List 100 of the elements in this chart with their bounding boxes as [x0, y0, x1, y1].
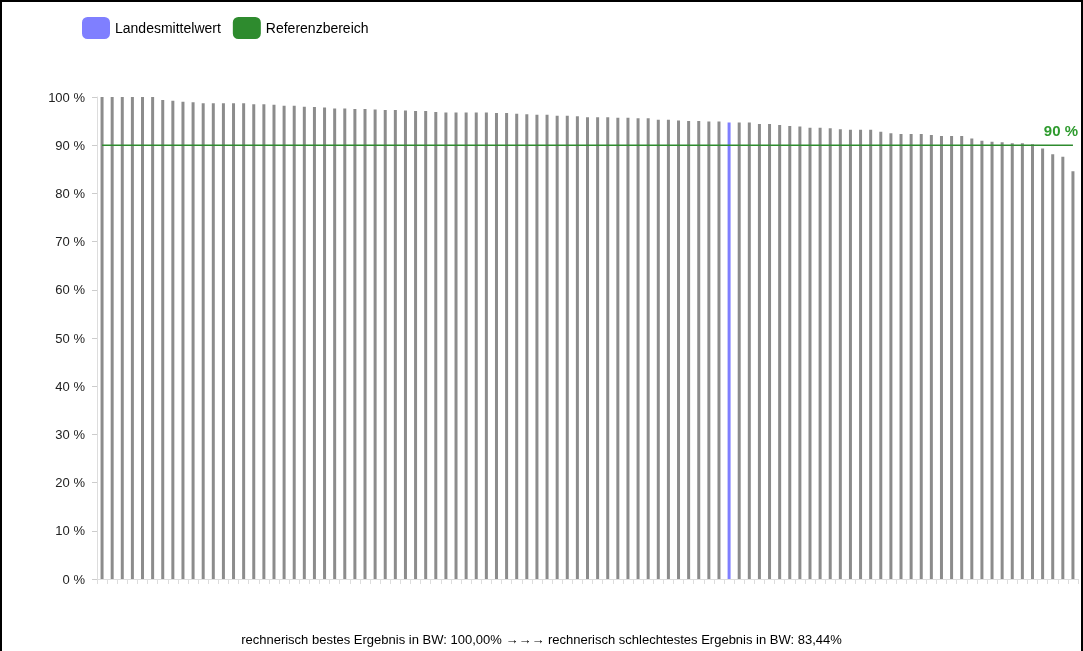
bar — [171, 100, 175, 579]
bar — [737, 122, 741, 579]
bar — [1020, 143, 1024, 579]
bar — [434, 111, 438, 579]
bar — [939, 136, 943, 579]
bar — [666, 119, 670, 579]
bar — [454, 112, 458, 579]
bar — [262, 104, 266, 579]
bar — [232, 103, 236, 579]
bar — [818, 127, 822, 579]
bar — [848, 129, 852, 579]
bar — [1030, 144, 1034, 579]
bar — [646, 118, 650, 579]
y-tick-label: 90 % — [55, 137, 86, 153]
bar — [798, 126, 802, 579]
bar — [545, 114, 549, 579]
bar — [383, 110, 387, 579]
bar — [677, 120, 681, 579]
bar — [768, 123, 772, 579]
bar — [221, 103, 225, 579]
bar — [899, 134, 903, 579]
bar — [130, 97, 134, 579]
y-tick-label: 20 % — [55, 475, 86, 491]
bar — [191, 102, 195, 579]
text: rechnerisch bestes Ergebnis in BW: 100,00% →→→ rechnerisch schlechtestes Ergebnis in BW: 83,44% — [241, 632, 843, 647]
y-tick-label: 70 % — [55, 234, 86, 250]
bar — [879, 131, 883, 579]
bar — [869, 129, 873, 579]
bar — [484, 112, 488, 579]
bar — [970, 138, 974, 579]
bar — [323, 107, 327, 579]
bar — [343, 108, 347, 579]
bar — [1010, 143, 1014, 579]
y-tick-label: 60 % — [55, 282, 86, 298]
bar — [606, 117, 610, 579]
bar — [363, 109, 367, 579]
bar — [788, 125, 792, 579]
bar — [575, 116, 579, 579]
bar — [414, 110, 418, 579]
bar — [181, 101, 185, 579]
bar — [778, 124, 782, 579]
bar — [838, 129, 842, 579]
bar — [656, 119, 660, 579]
bar — [960, 136, 964, 579]
bar — [707, 121, 711, 579]
bar — [1000, 142, 1004, 579]
bar — [302, 106, 306, 579]
y-tick-label: 10 % — [55, 523, 86, 539]
bar — [859, 129, 863, 579]
bar — [636, 118, 640, 579]
bar — [151, 97, 155, 579]
bar — [980, 140, 984, 579]
bar — [403, 110, 407, 579]
bar — [828, 128, 832, 579]
y-tick-label: 80 % — [55, 185, 86, 201]
bar — [596, 117, 600, 579]
bar — [444, 112, 448, 579]
bar — [1071, 171, 1075, 579]
bar — [494, 112, 498, 579]
bar — [929, 135, 933, 579]
bar — [474, 112, 478, 579]
bar — [252, 104, 256, 579]
legend-label: Landesmittelwert — [115, 20, 221, 36]
bar — [586, 117, 589, 579]
y-tick-label: 100 % — [48, 89, 86, 105]
bar — [353, 109, 357, 579]
bar — [292, 105, 296, 579]
bar — [1051, 154, 1055, 579]
bar — [242, 103, 246, 579]
y-tick-label: 0 % — [62, 571, 86, 587]
bar — [333, 108, 337, 579]
bar — [272, 104, 276, 579]
bar — [919, 134, 923, 579]
bar — [515, 113, 519, 579]
bar — [110, 97, 114, 579]
bar — [201, 103, 205, 579]
bar — [373, 109, 377, 579]
bar — [808, 127, 812, 579]
bar — [282, 105, 286, 579]
bar — [616, 117, 620, 579]
annotation: 90 % — [1043, 122, 1079, 140]
bar — [747, 122, 751, 579]
bar — [757, 123, 761, 579]
bar — [555, 115, 559, 579]
bar — [1061, 156, 1065, 579]
bar — [909, 134, 913, 579]
bar — [525, 114, 529, 579]
y-tick-label: 30 % — [55, 426, 86, 442]
bar — [211, 103, 215, 579]
bar — [535, 114, 539, 579]
bar — [141, 97, 145, 579]
bar — [464, 112, 468, 579]
bar — [424, 110, 428, 579]
bar — [120, 97, 124, 579]
legend-label: Referenzbereich — [265, 20, 369, 36]
bar — [161, 99, 165, 579]
bar — [950, 136, 954, 579]
y-tick-label: 50 % — [55, 330, 86, 346]
y-tick-label: 40 % — [55, 378, 86, 394]
bar — [727, 122, 731, 579]
